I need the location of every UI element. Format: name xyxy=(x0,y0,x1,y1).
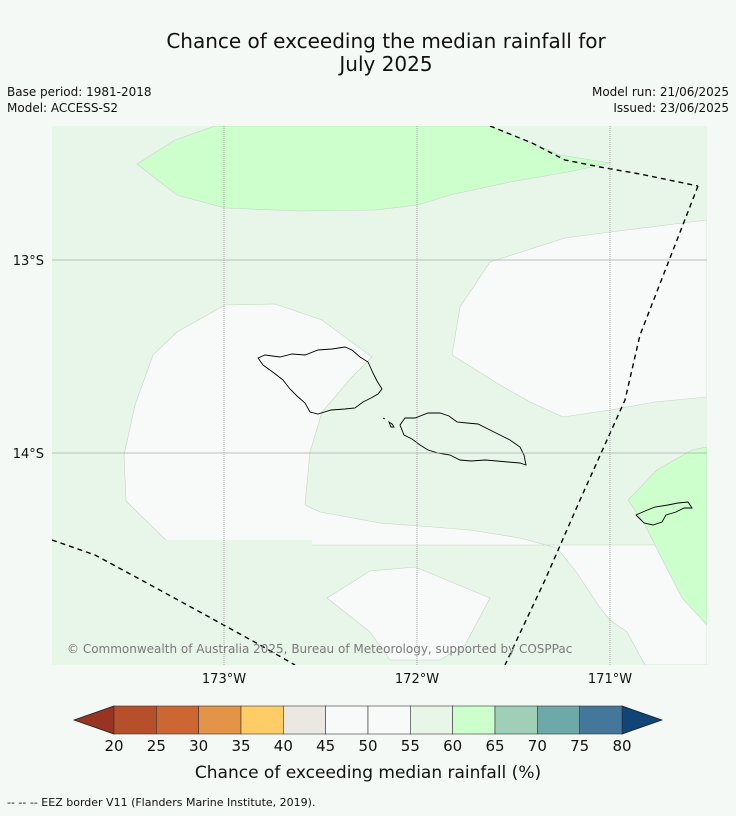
colorbar-segment xyxy=(198,705,242,735)
graticule xyxy=(52,126,707,665)
lon-label-173w: 173°W xyxy=(202,672,246,687)
lon-label-171w: 171°W xyxy=(588,672,632,687)
base-period-text: Base period: 1981-2018 xyxy=(7,85,152,99)
model-run-text: Model run: 21/06/2025 xyxy=(591,85,729,99)
band-60-65-southeast xyxy=(627,446,707,626)
eez-borders xyxy=(52,126,699,665)
colorbar-segment xyxy=(325,705,369,735)
map-area: © Commonwealth of Australia 2025, Bureau… xyxy=(52,126,707,665)
colorbar-segment xyxy=(156,705,199,735)
colorbar-tick-label: 80 xyxy=(612,737,631,755)
colorbar-tick-label: 75 xyxy=(570,737,589,755)
meta-right: Model run: 21/06/2025 Issued: 23/06/2025 xyxy=(592,84,729,116)
eez-border-east xyxy=(504,185,699,665)
colorbar-segment xyxy=(537,705,580,735)
colorbar-segment xyxy=(452,705,496,735)
colorbar-segment xyxy=(410,705,453,735)
coastline-savaii xyxy=(257,346,383,415)
eez-border-southwest xyxy=(52,539,296,665)
colorbar-label: Chance of exceeding median rainfall (%) xyxy=(195,763,541,783)
band-60-65-north xyxy=(136,126,611,212)
colorbar-segment xyxy=(367,705,411,735)
lat-label-14s: 14°S xyxy=(13,447,44,462)
title-line-2: July 2025 xyxy=(339,52,433,76)
colorbar-segment xyxy=(579,705,623,735)
map-title: Chance of exceeding the median rainfall … xyxy=(0,30,736,76)
title-line-1: Chance of exceeding the median rainfall … xyxy=(166,29,606,53)
colorbar-tick-label: 25 xyxy=(147,737,166,755)
eez-footnote: -- -- -- EEZ border V11 (Flanders Marine… xyxy=(7,796,316,809)
colorbar-tick-label: 45 xyxy=(316,737,335,755)
meta-left: Base period: 1981-2018 Model: ACCESS-S2 xyxy=(7,84,152,116)
band-50-55-south xyxy=(326,566,491,661)
colorbar-under-arrow xyxy=(72,705,115,735)
colorbar-tick-label: 60 xyxy=(443,737,462,755)
axis-labels: 13°S 14°S 173°W 172°W 171°W xyxy=(13,254,633,687)
colorbar-tick-label: 30 xyxy=(189,737,208,755)
coastline-tutuila xyxy=(635,501,693,526)
colorbar-over-arrow xyxy=(621,705,664,735)
colorbar-segment xyxy=(494,705,538,735)
colorbar-tick-label: 65 xyxy=(485,737,504,755)
colorbar-segment xyxy=(283,705,326,735)
copyright-text: © Commonwealth of Australia 2025, Bureau… xyxy=(67,642,572,656)
colorbar-tick-label: 20 xyxy=(104,737,123,755)
coastline-upolu xyxy=(382,412,527,466)
band-50-55-east xyxy=(451,219,707,418)
colorbar-segment xyxy=(113,705,157,735)
lon-label-172w: 172°W xyxy=(395,672,439,687)
lat-label-13s: 13°S xyxy=(13,254,44,269)
colorbar-tick-label: 50 xyxy=(358,737,377,755)
colorbar-tick-label: 35 xyxy=(231,737,250,755)
colorbar-tick-label: 55 xyxy=(401,737,420,755)
model-text: Model: ACCESS-S2 xyxy=(7,101,119,115)
colorbar-tick-label: 70 xyxy=(528,737,547,755)
colorbar-segment xyxy=(240,705,284,735)
colorbar: 20 25 30 35 40 45 50 55 60 65 70 75 80 xyxy=(72,705,664,755)
issued-text: Issued: 23/06/2025 xyxy=(613,101,729,115)
colorbar-tick-label: 40 xyxy=(274,737,293,755)
band-50-55-west xyxy=(52,303,707,665)
eez-border-north xyxy=(489,126,699,187)
